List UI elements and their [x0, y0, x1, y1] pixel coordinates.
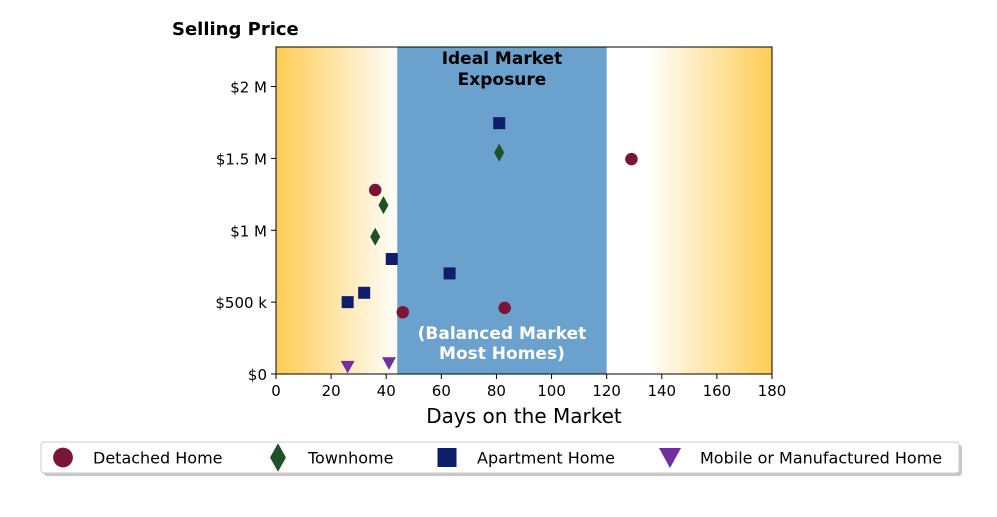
legend-marker — [437, 448, 457, 467]
y-tick-label: $2 M — [230, 79, 267, 97]
data-point — [341, 296, 354, 309]
x-tick-label: 140 — [647, 382, 676, 400]
x-tick-label: 20 — [322, 382, 341, 400]
plot-frame — [275, 46, 773, 375]
chart-title: Selling Price — [172, 19, 299, 40]
x-tick-label: 0 — [271, 382, 281, 400]
legend-label: Apartment Home — [477, 449, 615, 468]
x-tick-label: 80 — [487, 382, 506, 400]
data-point — [443, 267, 456, 280]
band-label-top: Ideal Market Exposure — [442, 49, 563, 90]
data-point — [340, 360, 355, 374]
series-townhome — [370, 143, 505, 246]
data-point — [385, 253, 398, 266]
data-point — [625, 152, 638, 166]
legend-label: Townhome — [307, 449, 393, 468]
x-tick-label: 160 — [703, 382, 732, 400]
x-tick-label: 40 — [377, 382, 396, 400]
x-tick-label: 100 — [537, 382, 566, 400]
legend-marker — [53, 447, 73, 468]
x-tick-label: 180 — [758, 382, 787, 400]
data-point — [382, 357, 396, 370]
x-axis-label: Days on the Market — [426, 404, 622, 428]
data-point — [358, 286, 371, 299]
legend-marker — [270, 443, 286, 472]
band-label-bottom: (Balanced Market Most Homes) — [418, 324, 587, 364]
series-detached-home — [368, 152, 638, 319]
axes: 0 20 40 60 80 100 120 140 160 180 $0 $500 k $1 M $1.5… — [215, 46, 787, 400]
data-point — [493, 117, 506, 130]
series-apartment-home — [341, 117, 506, 309]
data-point — [494, 143, 505, 162]
y-tick-label: $500 k — [215, 294, 267, 312]
data-point — [368, 183, 382, 197]
legend-label: Mobile or Manufactured Home — [700, 449, 942, 468]
chart-labels: Ideal Market Exposure (Balanced Market Most… — [172, 19, 622, 428]
data-point — [498, 301, 511, 315]
data-point — [396, 305, 409, 319]
balanced-market-band — [397, 47, 607, 374]
data-point — [370, 227, 381, 246]
y-tick-label: $1 M — [230, 222, 267, 240]
data-points — [340, 117, 638, 374]
series-mobile-or-manufactured-home — [340, 357, 396, 374]
highlight-band — [397, 47, 607, 374]
x-tick-label: 120 — [592, 382, 621, 400]
y-tick-label: $0 — [248, 366, 267, 384]
legend-box — [40, 441, 960, 474]
y-tick-label: $1.5 M — [216, 150, 267, 168]
legend-marker — [658, 448, 682, 468]
x-tick-label: 60 — [432, 382, 451, 400]
legend-label: Detached Home — [93, 449, 223, 468]
data-point — [378, 196, 389, 215]
legend: Detached Home Townhome Apartment Home Mobil… — [40, 441, 962, 476]
